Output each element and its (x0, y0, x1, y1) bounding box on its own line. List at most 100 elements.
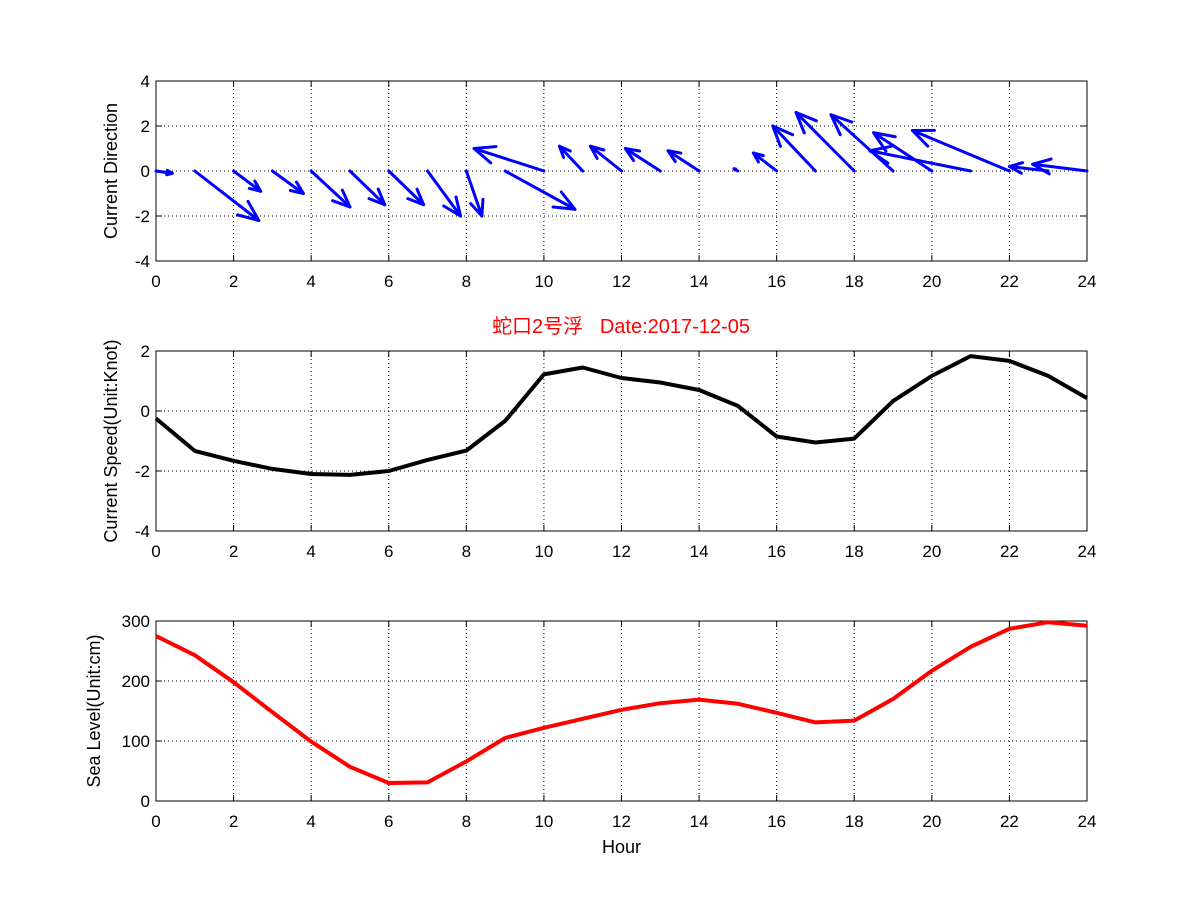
arrow-head (288, 180, 305, 195)
x-tick-label: 8 (462, 542, 471, 561)
current-arrow (868, 144, 973, 173)
y-tick-label: -4 (135, 522, 150, 541)
x-tick-label: 6 (384, 542, 393, 561)
current-arrow (623, 147, 662, 173)
current-arrow (270, 169, 305, 195)
y-tick-label: -4 (135, 252, 150, 271)
x-axis-label: Hour (602, 837, 641, 857)
x-tick-label: 2 (229, 812, 238, 831)
y-axis-label: Current Direction (101, 103, 121, 239)
current-arrow (387, 169, 426, 207)
arrow-head (247, 179, 263, 193)
x-tick-label: 16 (767, 542, 786, 561)
x-tick-label: 22 (1000, 542, 1019, 561)
arrow-shaft (910, 129, 1011, 173)
current-arrow (1031, 157, 1089, 176)
y-tick-label: 2 (141, 342, 150, 361)
arrow-head (868, 144, 893, 165)
arrow-shaft (794, 111, 856, 173)
arrow-head (794, 111, 818, 135)
x-tick-label: 24 (1078, 542, 1097, 561)
x-tick-label: 10 (534, 812, 553, 831)
arrow-head (666, 149, 683, 164)
y-tick-label: 200 (122, 672, 150, 691)
arrow-shaft (623, 147, 662, 173)
current-arrow (872, 131, 934, 173)
x-tick-label: 6 (384, 272, 393, 291)
current-arrow (666, 149, 701, 173)
arrow-shaft (193, 169, 261, 222)
x-tick-label: 6 (384, 812, 393, 831)
x-tick-label: 16 (767, 812, 786, 831)
current-arrow (751, 151, 779, 173)
arrow-head (771, 124, 795, 148)
y-tick-label: 0 (141, 162, 150, 181)
arrow-head (872, 131, 897, 153)
x-tick-label: 2 (229, 272, 238, 291)
current-arrow (232, 169, 263, 193)
y-tick-label: 2 (141, 117, 150, 136)
x-tick-label: 14 (690, 542, 709, 561)
x-tick-label: 14 (690, 272, 709, 291)
y-tick-label: 0 (141, 792, 150, 811)
current-arrow (464, 169, 485, 218)
arrow-head (165, 168, 174, 177)
current-arrow (557, 144, 585, 173)
x-tick-label: 18 (845, 812, 864, 831)
arrow-shaft (426, 169, 463, 218)
x-tick-label: 0 (151, 272, 160, 291)
x-tick-label: 0 (151, 812, 160, 831)
arrow-shaft (464, 169, 484, 218)
y-tick-label: 100 (122, 732, 150, 751)
arrow-head (442, 195, 463, 218)
arrow-head (236, 199, 261, 222)
arrow-shaft (387, 169, 426, 207)
x-tick-label: 20 (922, 542, 941, 561)
current-arrow (154, 168, 174, 177)
x-tick-label: 4 (306, 272, 315, 291)
current-arrow (193, 169, 261, 222)
x-tick-label: 18 (845, 272, 864, 291)
x-tick-label: 12 (612, 542, 631, 561)
arrow-shaft (503, 169, 577, 211)
x-tick-label: 8 (462, 812, 471, 831)
arrow-shaft (557, 144, 585, 173)
x-tick-label: 20 (922, 812, 941, 831)
arrow-head (367, 187, 387, 207)
arrow-shaft (751, 151, 779, 173)
arrow-head (557, 144, 572, 159)
current-arrow (503, 169, 577, 211)
arrow-shaft (771, 124, 817, 173)
x-tick-label: 22 (1000, 272, 1019, 291)
arrow-shaft (232, 169, 263, 193)
plot-area (155, 350, 1088, 532)
x-tick-label: 4 (306, 812, 315, 831)
y-tick-label: -2 (135, 462, 150, 481)
x-tick-label: 8 (462, 272, 471, 291)
y-axis-label: Current Speed(Unit:Knot) (101, 339, 121, 542)
x-tick-label: 24 (1078, 272, 1097, 291)
x-tick-label: 24 (1078, 812, 1097, 831)
current-arrow (588, 144, 623, 173)
y-tick-label: 300 (122, 612, 150, 631)
arrow-head (472, 145, 498, 165)
y-tick-label: 0 (141, 402, 150, 421)
arrow-head (469, 197, 485, 218)
x-tick-label: 2 (229, 542, 238, 561)
x-tick-label: 22 (1000, 812, 1019, 831)
current-arrow (829, 113, 895, 173)
arrow-head (829, 113, 854, 137)
x-tick-label: 10 (534, 542, 553, 561)
x-tick-label: 18 (845, 542, 864, 561)
arrow-shaft (472, 147, 546, 173)
current-arrow (309, 169, 352, 209)
arrow-head (732, 167, 738, 172)
current-arrow (771, 124, 817, 173)
arrow-shaft (348, 169, 387, 207)
y-tick-label: 4 (141, 72, 150, 91)
x-tick-label: 0 (151, 542, 160, 561)
arrow-shaft (666, 149, 701, 173)
arrow-shaft (1031, 162, 1089, 173)
